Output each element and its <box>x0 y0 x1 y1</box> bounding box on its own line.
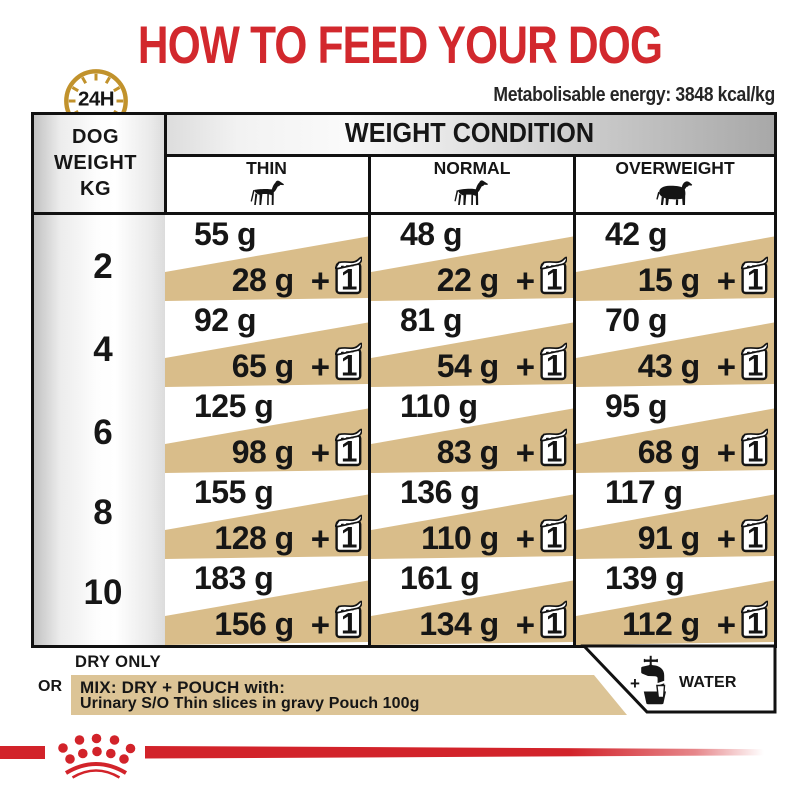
svg-text:1: 1 <box>341 264 357 295</box>
svg-text:1: 1 <box>546 350 562 381</box>
svg-text:1: 1 <box>747 350 763 381</box>
svg-text:1: 1 <box>341 350 357 381</box>
svg-text:1: 1 <box>747 264 763 295</box>
svg-text:1: 1 <box>341 522 357 553</box>
svg-text:1: 1 <box>747 608 763 639</box>
svg-text:1: 1 <box>546 264 562 295</box>
svg-text:1: 1 <box>546 522 562 553</box>
svg-text:1: 1 <box>341 608 357 639</box>
svg-text:24H: 24H <box>78 88 114 111</box>
svg-text:1: 1 <box>546 436 562 467</box>
svg-text:1: 1 <box>747 522 763 553</box>
svg-text:1: 1 <box>747 436 763 467</box>
svg-text:1: 1 <box>341 436 357 467</box>
svg-text:1: 1 <box>546 608 562 639</box>
